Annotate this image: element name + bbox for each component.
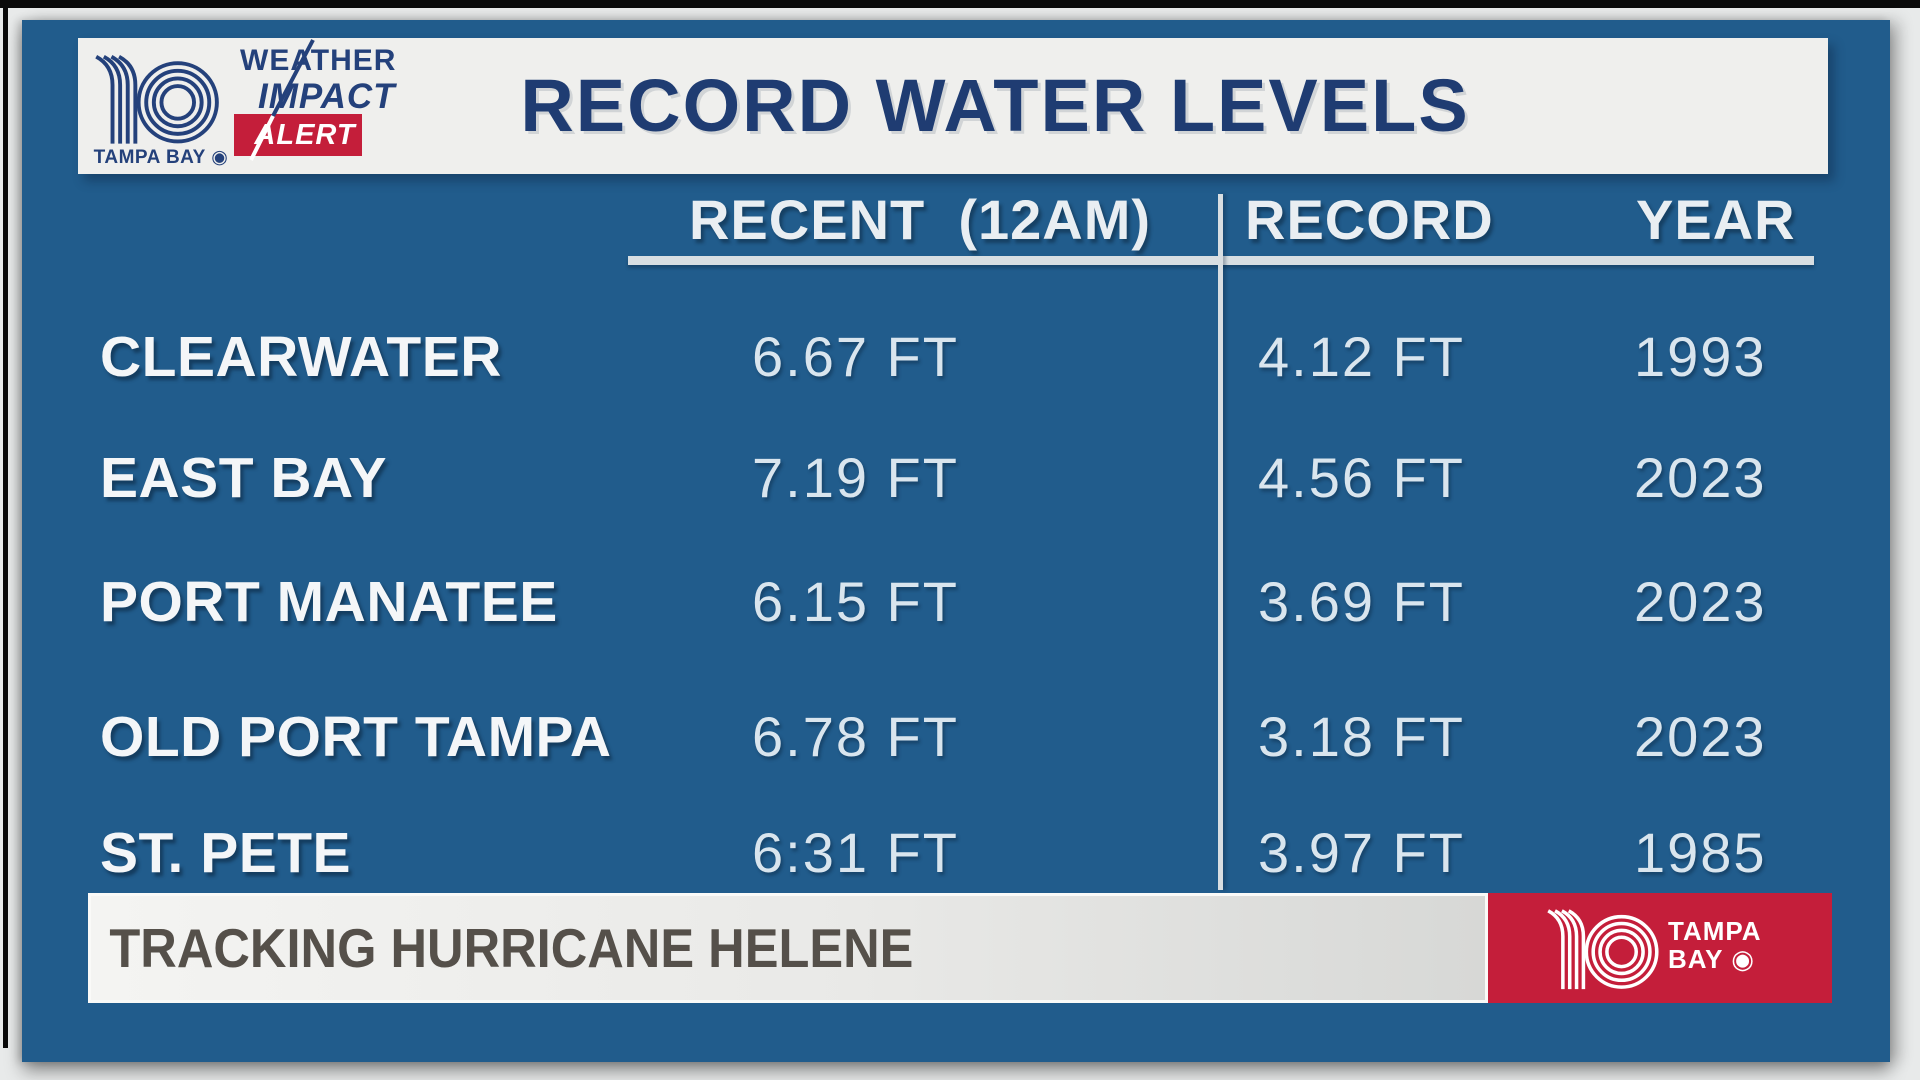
ticker-station-name: TAMPA BAY ◉ [1668,917,1762,973]
ticker-bar: TRACKING HURRICANE HELENE [88,893,1488,1003]
year-cell: 1985 [1634,821,1767,884]
column-header-year: YEAR [1636,188,1796,251]
location-cell: CLEARWATER [100,325,502,389]
top-border [0,0,1920,8]
ticker-station-logo-box: TAMPA BAY ◉ [1488,893,1832,1003]
record-cell: 3.97 FT [1258,821,1465,884]
location-cell: EAST BAY [100,446,387,510]
record-cell: 3.69 FT [1258,570,1465,633]
location-cell: ST. PETE [100,821,352,885]
station-name-label: TAMPA BAY ◉ [93,147,229,168]
ticker-station-line2: BAY ◉ [1668,944,1755,974]
recent-cell: 6.15 FT [752,570,959,633]
station-10-logo-icon [90,48,222,148]
table-row: OLD PORT TAMPA 6.78 FT 3.18 FT 2023 [0,697,1920,777]
ticker-station-line1: TAMPA [1668,916,1762,946]
diagonal-slash-icon [249,39,315,161]
page-title: RECORD WATER LEVELS [520,64,1470,147]
year-cell: 2023 [1634,446,1767,509]
year-cell: 1993 [1634,325,1767,388]
recent-cell: 7.19 FT [752,446,959,509]
column-divider [1218,194,1223,890]
column-header-recent: RECENT (12AM) [688,188,1152,251]
table-row: EAST BAY 7.19 FT 4.56 FT 2023 [0,438,1920,518]
column-header-record: RECORD [1245,188,1494,251]
left-border [3,0,8,1048]
year-cell: 2023 [1634,570,1767,633]
impact-label: IMPACT [258,77,396,116]
header-card [78,38,1828,174]
recent-cell: 6:31 FT [752,821,959,884]
recent-cell: 6.78 FT [752,705,959,768]
table-row: ST. PETE 6:31 FT 3.97 FT 1985 [0,813,1920,893]
recent-cell: 6.67 FT [752,325,959,388]
station-10-logo-icon [1547,909,1659,990]
table-row: CLEARWATER 6.67 FT 4.12 FT 1993 [0,317,1920,397]
location-cell: OLD PORT TAMPA [100,705,612,769]
location-cell: PORT MANATEE [100,570,558,634]
year-cell: 2023 [1634,705,1767,768]
ticker-headline: TRACKING HURRICANE HELENE [109,917,914,979]
table-row: PORT MANATEE 6.15 FT 3.69 FT 2023 [0,562,1920,642]
record-cell: 4.12 FT [1258,325,1465,388]
record-cell: 4.56 FT [1258,446,1465,509]
main-blue-panel [22,20,1890,1062]
record-cell: 3.18 FT [1258,705,1465,768]
weather-label: WEATHER [240,44,397,77]
